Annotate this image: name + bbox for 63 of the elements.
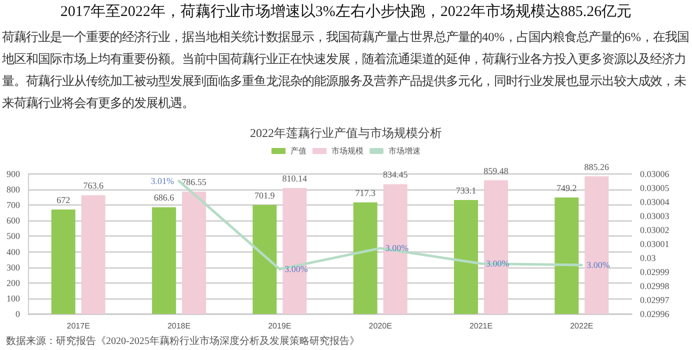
x-tick-label: 2020E <box>368 322 392 330</box>
legend-label: 市场规模 <box>332 146 364 156</box>
data-label: 701.9 <box>254 190 276 200</box>
bar <box>51 209 76 314</box>
y-tick-label: 700 <box>6 200 20 210</box>
bar <box>454 200 478 314</box>
data-label: 3.00% <box>586 260 610 270</box>
data-label: 733.1 <box>456 185 476 196</box>
x-tick-label: 2019E <box>268 322 292 330</box>
y-tick-label: 100 <box>6 293 20 304</box>
x-tick-label: 2022E <box>570 322 594 330</box>
y2-tick-label: 0.03003 <box>640 211 670 221</box>
data-label: 672 <box>56 194 70 205</box>
y2-tick-label: 0.03006 <box>640 169 670 179</box>
y2-tick-label: 0.03001 <box>640 239 670 249</box>
data-label: 786.55 <box>182 177 207 188</box>
data-label: 717.3 <box>355 188 376 198</box>
data-label: 3.00% <box>486 258 510 269</box>
bar <box>353 202 378 314</box>
data-label: 859.48 <box>484 166 509 176</box>
y2-tick-label: 0.03005 <box>640 183 670 193</box>
bar <box>282 188 307 314</box>
x-tick-label: 2018E <box>167 322 191 330</box>
y2-tick-label: 0.02999 <box>640 267 670 277</box>
bar <box>252 204 277 314</box>
bar <box>584 176 609 314</box>
y2-tick-label: 0.02998 <box>640 281 670 291</box>
y2-tick-label: 0.03004 <box>640 197 670 207</box>
data-label: 3.00% <box>385 243 410 254</box>
source-note: 数据来源：研究报告《2020-2025年藕粉行业市场深度分析及发展策略研究报告》 <box>6 334 360 348</box>
bar <box>81 195 106 314</box>
data-label: 885.26 <box>584 162 610 172</box>
y-tick-label: 200 <box>6 278 20 288</box>
y-tick-label: 800 <box>6 184 20 195</box>
data-label: 810.14 <box>282 173 308 184</box>
data-label: 834.45 <box>382 170 408 180</box>
y-tick-label: 400 <box>6 246 20 257</box>
bar <box>554 197 579 314</box>
data-label: 763.6 <box>83 180 104 191</box>
bar <box>152 207 176 314</box>
y-tick-label: 0 <box>16 309 20 319</box>
data-label: 3.01% <box>150 176 174 186</box>
chart-title: 2022年莲藕行业产值与市场规模分析 <box>250 126 442 140</box>
y2-tick-label: 0.02996 <box>640 309 670 319</box>
bar <box>182 192 206 314</box>
y-tick-label: 600 <box>6 216 20 226</box>
bar <box>383 184 408 314</box>
text: 荷藕行业是一个重要的经济行业，据当地相关统计数据显示，我国荷藕产量占世界总产量的40%，占国内粮食总产量的6%，在我国地区和国际市场上均有重要份额。当前中国荷藕行业正在快速发展，随着流通渠道的延伸，荷藕行业各方投入更多资源以及经济力量。荷藕行业从传统加工被动型发展到面临多重鱼龙混杂的能源服务及营养产品提供多元化，同时行业发展也显示出较大成效，未来荷藕行业将会有更多的发展机遇。 <box>2 29 690 112</box>
y-tick-label: 500 <box>6 231 20 242</box>
bar <box>484 180 508 314</box>
y2-tick-label: 0.02997 <box>640 295 670 305</box>
x-tick-label: 2021E <box>469 322 493 330</box>
data-label: 749.2 <box>556 182 577 193</box>
y2-tick-label: 0.03002 <box>640 225 670 235</box>
data-label: 686.6 <box>154 192 175 203</box>
y-tick-label: 900 <box>6 169 20 179</box>
data-label: 3.00% <box>284 264 308 274</box>
legend-label: 产值 <box>290 146 306 156</box>
text: 2017年至2022年，荷藕行业市场增速以3%左右小步快跑，2022年市场规模达885.26亿元 <box>59 2 633 21</box>
legend-label: 市场增速 <box>388 146 420 156</box>
y-tick-label: 300 <box>6 262 20 272</box>
x-tick-label: 2017E <box>66 322 90 330</box>
y2-tick-label: 0.03 <box>640 253 656 263</box>
